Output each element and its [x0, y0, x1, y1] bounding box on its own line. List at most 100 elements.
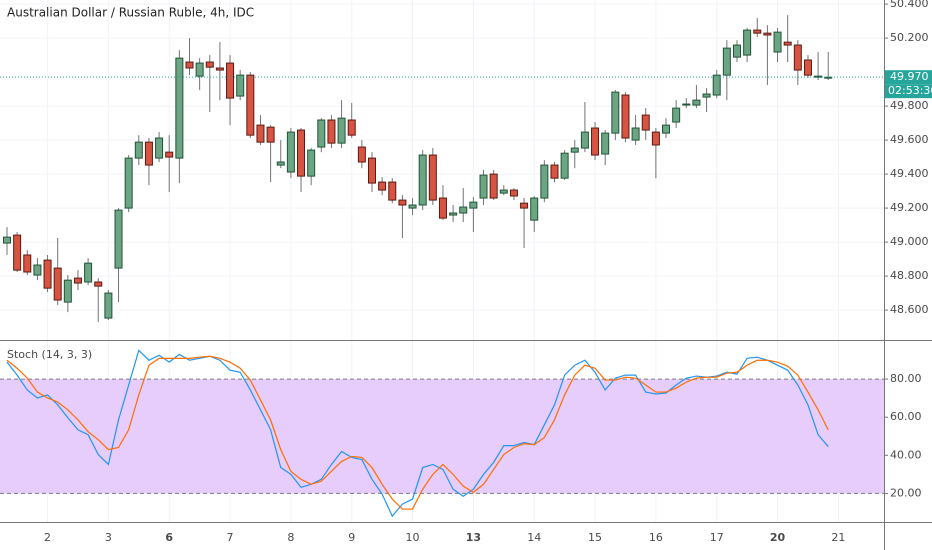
plot — [0, 15, 884, 518]
last-price-label: 49.970 — [890, 70, 929, 83]
candle-body — [256, 124, 265, 143]
x-tick-label: 14 — [527, 531, 541, 544]
candle-body — [692, 99, 701, 106]
x-tick-label: 2 — [44, 531, 51, 544]
y-tick-label: 49.000 — [890, 235, 929, 248]
candle-body — [814, 75, 823, 78]
candle-body — [469, 201, 478, 209]
candle-body — [155, 137, 164, 159]
candle-body — [560, 152, 569, 179]
candle-body — [266, 126, 275, 143]
x-tick-label: 6 — [165, 531, 173, 544]
candle-body — [134, 141, 143, 159]
candle-body — [327, 119, 336, 144]
candle-body — [114, 209, 123, 269]
candle-body — [2, 236, 11, 244]
candle-body — [540, 164, 549, 199]
candle-body — [33, 264, 42, 276]
candle-body — [276, 161, 285, 166]
candle-body — [205, 61, 214, 68]
indicator-title: Stoch (14, 3, 3) — [7, 348, 92, 361]
candle-body — [104, 292, 113, 319]
candle-body — [367, 157, 376, 184]
x-tick-label: 15 — [588, 531, 602, 544]
x-tick-label: 8 — [287, 531, 294, 544]
candle-body — [489, 173, 498, 199]
candle-body — [215, 67, 224, 71]
y-tick-label: 49.800 — [890, 99, 929, 112]
x-tick-label: 10 — [406, 531, 420, 544]
y-tick-label: 60.00 — [890, 410, 922, 423]
candle-body — [13, 234, 22, 271]
candle-body — [631, 127, 640, 141]
candle-body — [611, 91, 620, 134]
x-tick-label: 7 — [227, 531, 234, 544]
candle-body — [144, 141, 153, 166]
candle-body — [286, 131, 295, 173]
candle-body — [398, 199, 407, 206]
candle-body — [449, 212, 458, 216]
y-tick-label: 49.200 — [890, 201, 929, 214]
candle-body — [601, 132, 610, 155]
candle-body — [195, 62, 204, 77]
candle-body — [459, 206, 468, 214]
y-tick-label: 20.00 — [890, 486, 922, 499]
candle-body — [763, 32, 772, 36]
y-tick-label: 40.00 — [890, 448, 922, 461]
candle-body — [378, 181, 387, 191]
candle-body — [641, 114, 650, 131]
candle-body — [226, 62, 235, 99]
candle-body — [408, 204, 417, 209]
countdown-label: 02:53:36 — [888, 84, 932, 97]
candle-body — [63, 279, 72, 303]
candle-body — [23, 254, 32, 273]
countdown-box — [885, 84, 932, 99]
candle-body — [753, 29, 762, 34]
candle-body — [185, 61, 194, 69]
candle-body — [530, 197, 539, 221]
candle-body — [682, 103, 691, 106]
stoch-line — [6, 349, 829, 518]
x-tick-label: 16 — [649, 531, 663, 544]
candle-body — [357, 146, 366, 163]
candle-body — [743, 29, 752, 56]
stoch-line — [6, 355, 829, 510]
candle-body — [418, 154, 427, 206]
candle-body — [591, 127, 600, 156]
candle-body — [783, 41, 792, 46]
candle-body — [175, 57, 184, 159]
stoch-band — [0, 379, 884, 494]
candle-body — [438, 197, 447, 219]
candle-body — [317, 119, 326, 148]
candle-body — [307, 149, 316, 177]
candle-body — [580, 131, 589, 149]
candle-body — [722, 47, 731, 76]
y-tick-label: 48.600 — [890, 303, 929, 316]
candle-body — [246, 74, 255, 136]
x-tick-label: 3 — [105, 531, 112, 544]
candle-body — [712, 74, 721, 96]
candle-body — [43, 259, 52, 289]
y-tick-label: 50.200 — [890, 31, 929, 44]
candle-body — [347, 119, 356, 136]
candle-body — [509, 189, 518, 197]
candle-body — [550, 164, 559, 179]
candle-body — [337, 117, 346, 144]
candle-body — [570, 147, 579, 153]
candle-body — [520, 202, 529, 209]
candle-body — [124, 157, 133, 209]
x-tick-label: 9 — [348, 531, 355, 544]
candle-body — [165, 151, 174, 158]
x-tick-label: 21 — [831, 531, 845, 544]
x-tick-label: 17 — [710, 531, 724, 544]
candle-body — [662, 124, 671, 134]
candle-body — [297, 129, 306, 177]
y-tick-label: 49.400 — [890, 167, 929, 180]
candle-body — [84, 262, 93, 283]
candle-body — [499, 189, 508, 194]
candle-body — [702, 93, 711, 98]
candle-body — [803, 59, 812, 76]
candle-body — [672, 107, 681, 123]
candle-body — [428, 154, 437, 201]
